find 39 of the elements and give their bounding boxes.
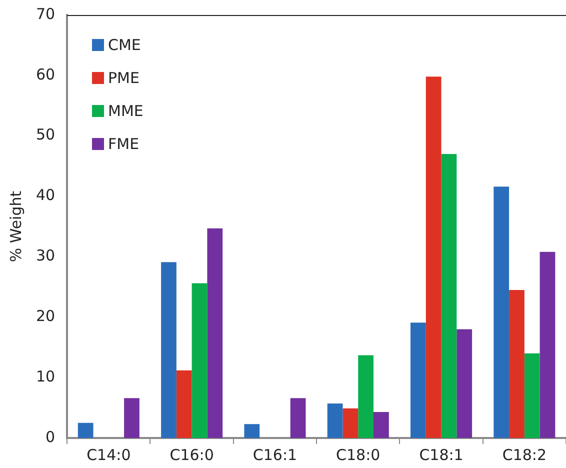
bar bbox=[441, 154, 457, 438]
y-tick-label: 10 bbox=[36, 367, 56, 386]
y-tick-label: 50 bbox=[36, 126, 56, 144]
bar bbox=[358, 355, 374, 438]
bar bbox=[124, 398, 140, 438]
y-tick-label: 20 bbox=[36, 307, 56, 326]
y-tick-label: 60 bbox=[36, 65, 56, 84]
x-tick-label: C18:2 bbox=[502, 446, 547, 464]
bar bbox=[244, 424, 260, 438]
legend-label: CME bbox=[108, 36, 141, 54]
bar bbox=[161, 262, 176, 438]
bar bbox=[524, 353, 540, 438]
bar bbox=[342, 408, 358, 438]
bar bbox=[176, 370, 192, 438]
y-tick-label: 30 bbox=[36, 246, 56, 265]
y-tick-label: 70 bbox=[36, 4, 56, 23]
y-tick-label: 0 bbox=[46, 428, 56, 446]
legend-label: MME bbox=[108, 102, 144, 120]
bar bbox=[78, 422, 94, 438]
bar bbox=[494, 186, 510, 438]
bar bbox=[426, 76, 442, 438]
bar bbox=[290, 398, 306, 438]
legend-label: FME bbox=[108, 134, 140, 152]
bar bbox=[374, 412, 389, 438]
bar bbox=[509, 290, 524, 438]
bar bbox=[192, 283, 208, 438]
x-tick-label: C14:0 bbox=[86, 446, 131, 464]
x-tick-label: C18:1 bbox=[419, 446, 464, 464]
y-tick-label: 40 bbox=[36, 186, 56, 204]
bar bbox=[207, 228, 223, 438]
x-tick-label: C16:1 bbox=[252, 446, 298, 464]
bar bbox=[410, 322, 426, 438]
bar bbox=[456, 329, 472, 438]
bar bbox=[540, 252, 556, 438]
x-tick-label: C16:0 bbox=[170, 446, 214, 464]
x-tick-label: C18:0 bbox=[336, 446, 380, 464]
y-axis-title: % Weight bbox=[6, 190, 25, 262]
legend-label: PME bbox=[108, 68, 140, 86]
bar bbox=[327, 404, 343, 438]
